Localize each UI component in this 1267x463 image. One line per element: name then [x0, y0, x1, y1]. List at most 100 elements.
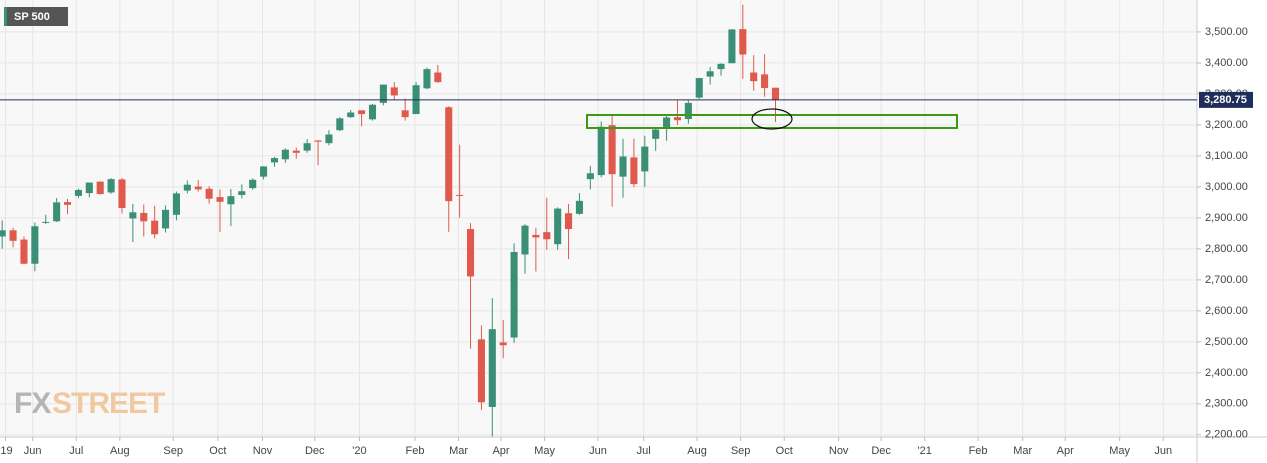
- candle-body: [695, 78, 703, 98]
- candle-body: [292, 150, 300, 153]
- candle-body: [85, 182, 93, 194]
- x-tick-label: Jul: [69, 445, 83, 457]
- candle-body: [74, 189, 82, 196]
- candle-body: [118, 179, 126, 208]
- candle-body: [619, 156, 627, 177]
- x-tick-label: Jun: [1154, 445, 1172, 457]
- candle-body: [162, 209, 170, 229]
- x-tick-label: Jun: [24, 445, 42, 457]
- candle-body: [172, 193, 180, 215]
- candle-body: [554, 208, 562, 245]
- last-price-label: 3,280.75: [1204, 94, 1247, 106]
- candle-body: [205, 188, 213, 199]
- x-tick-label: Mar: [449, 445, 468, 457]
- candle-body: [140, 212, 148, 222]
- y-tick-label: 3,500.00: [1205, 26, 1248, 38]
- x-tick-label: May: [1109, 445, 1130, 457]
- candle-body: [358, 110, 366, 115]
- candle-body: [314, 140, 322, 142]
- candle-body: [684, 102, 692, 120]
- y-tick-label: 3,200.00: [1205, 119, 1248, 131]
- candle-body: [194, 186, 202, 190]
- candle-body: [575, 200, 583, 214]
- candle-body: [510, 251, 518, 338]
- candle-body: [750, 72, 758, 82]
- candle-body: [183, 184, 191, 191]
- x-tick-label: Dec: [305, 445, 325, 457]
- x-tick-label: Dec: [871, 445, 891, 457]
- x-tick-label: Aug: [687, 445, 707, 457]
- candle-body: [347, 112, 355, 118]
- candle-body: [499, 342, 507, 346]
- candle-body: [423, 69, 431, 89]
- y-tick-label: 2,700.00: [1205, 274, 1248, 286]
- candle-body: [129, 212, 137, 219]
- candle-body: [260, 166, 268, 177]
- x-tick-label: Sep: [731, 445, 751, 457]
- x-tick-label: '21: [918, 445, 932, 457]
- x-tick-label: Jul: [637, 445, 651, 457]
- candle-body: [63, 202, 72, 205]
- y-tick-label: 3,400.00: [1205, 57, 1248, 69]
- candle-body: [565, 213, 573, 230]
- support-zone: [586, 114, 958, 129]
- candle-body: [466, 229, 475, 277]
- x-tick-label: Feb: [405, 445, 424, 457]
- candle-body: [42, 221, 50, 223]
- candle-body: [390, 87, 398, 96]
- candle-body: [303, 143, 311, 151]
- x-tick-label: Jun: [589, 445, 607, 457]
- candle-body: [456, 194, 464, 196]
- x-tick-label: May: [534, 445, 555, 457]
- x-tick-label: Feb: [969, 445, 988, 457]
- candle-body: [608, 125, 616, 175]
- x-tick-label: Mar: [1013, 445, 1032, 457]
- candle-body: [368, 104, 377, 120]
- candle-body: [238, 191, 246, 195]
- candle-body: [379, 84, 387, 103]
- candle-body: [434, 72, 442, 83]
- y-tick-label: 2,600.00: [1205, 305, 1248, 317]
- y-tick-label: 2,900.00: [1205, 212, 1248, 224]
- candle-body: [0, 230, 6, 237]
- candle-body: [717, 63, 725, 70]
- grid: [0, 0, 1197, 437]
- candle-body: [706, 71, 714, 77]
- chart-title: SP 500: [14, 11, 50, 23]
- x-tick-label: Nov: [253, 445, 273, 457]
- candle-body: [270, 158, 279, 163]
- candle-body: [532, 234, 540, 238]
- candle-body: [336, 118, 344, 131]
- y-tick-label: 3,100.00: [1205, 150, 1248, 162]
- candle-body: [53, 202, 61, 222]
- candle-body: [630, 157, 638, 185]
- x-tick-label: Oct: [209, 445, 226, 457]
- candle-body: [673, 117, 682, 121]
- candle-body: [597, 126, 605, 176]
- candle-body: [739, 29, 747, 55]
- y-tick-label: 2,800.00: [1205, 243, 1248, 255]
- candle-body: [761, 74, 769, 89]
- candle-body: [249, 179, 257, 189]
- watermark-street: STREET: [52, 387, 165, 420]
- highlight-ellipse: [751, 108, 793, 130]
- axes: 2,200.00 2,300.00 2,400.00 2,500.00 2,600.00…: [0, 26, 1253, 457]
- candle-body: [641, 146, 649, 172]
- candle-body: [151, 220, 159, 235]
- x-tick-label: '20: [352, 445, 366, 457]
- candle-body: [96, 181, 104, 195]
- candle-body: [325, 134, 333, 144]
- candle-body: [488, 329, 496, 407]
- candle-body: [31, 226, 39, 264]
- candle-body: [477, 339, 485, 403]
- candle-body: [107, 179, 115, 193]
- x-tick-label: Nov: [829, 445, 849, 457]
- x-tick-label: '19: [0, 445, 13, 457]
- candle-body: [445, 107, 453, 202]
- x-tick-label: Apr: [1057, 445, 1074, 457]
- y-tick-label: 2,400.00: [1205, 367, 1248, 379]
- candle-body: [227, 196, 235, 205]
- title-box: [4, 7, 68, 26]
